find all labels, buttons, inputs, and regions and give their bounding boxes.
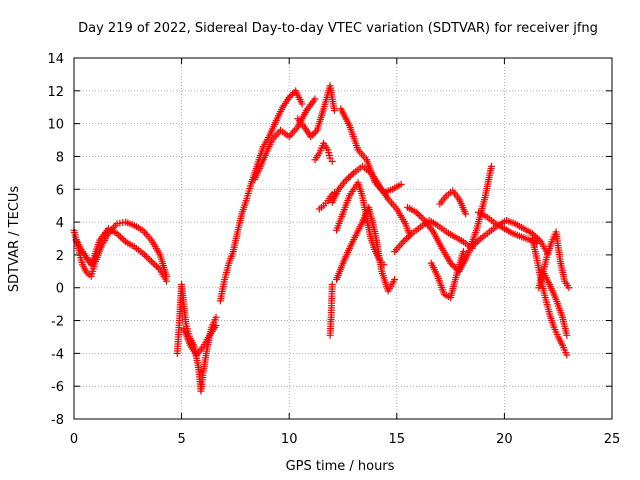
data-point: [212, 321, 220, 329]
ticks-layer: 0 5 10 15 20 25 -8 -6 -4 -2 0 2 4 6 8 10 12 14: [47, 52, 620, 447]
y-axis-title: SDTVAR / TECUs: [7, 186, 22, 293]
data-point: [473, 238, 481, 246]
data-point: [346, 172, 354, 180]
data-point: [468, 243, 476, 251]
data-point: [448, 261, 456, 269]
data-point: [139, 249, 147, 257]
data-point: [153, 262, 161, 270]
y-tick-label: -4: [51, 347, 64, 362]
data-point: [487, 162, 495, 170]
data-point: [417, 213, 425, 221]
data-point: [310, 129, 318, 137]
data-point: [530, 231, 538, 239]
data-point: [142, 253, 150, 261]
data-point: [113, 230, 121, 238]
data-point: [141, 251, 149, 259]
data-point: [397, 180, 405, 188]
y-tick-label: -8: [51, 413, 64, 428]
data-point: [328, 157, 336, 165]
data-point: [147, 257, 155, 265]
data-point: [287, 92, 295, 100]
data-point: [312, 128, 320, 136]
data-point: [412, 208, 420, 216]
data-point: [307, 133, 315, 141]
data-point: [447, 259, 455, 267]
x-tick-label: 5: [177, 432, 185, 447]
grid-layer: [74, 58, 612, 419]
y-tick-label: 12: [47, 85, 64, 100]
y-tick-label: -2: [51, 315, 64, 330]
y-tick-label: 14: [47, 52, 64, 67]
x-tick-label: 0: [70, 432, 78, 447]
data-point: [563, 351, 571, 359]
chart-title: Day 219 of 2022, Sidereal Day-to-day VTE…: [78, 21, 598, 36]
x-tick-label: 25: [604, 432, 621, 447]
data-point: [475, 236, 483, 244]
y-tick-label: -6: [51, 380, 64, 395]
data-point: [391, 276, 399, 284]
data-point: [149, 259, 157, 267]
data-point: [565, 284, 573, 292]
data-point: [115, 231, 123, 239]
data-point: [311, 95, 319, 103]
data-point: [348, 171, 356, 179]
data-point: [308, 131, 316, 139]
data-point: [285, 93, 293, 101]
data-point: [144, 254, 152, 262]
data-point: [401, 236, 409, 244]
data-point: [341, 177, 349, 185]
y-tick-label: 10: [47, 118, 64, 133]
y-tick-label: 2: [56, 249, 64, 264]
data-point: [298, 100, 306, 108]
x-axis-title: GPS time / hours: [286, 459, 395, 474]
y-tick-label: 4: [56, 216, 64, 231]
x-tick-label: 20: [496, 432, 513, 447]
x-tick-label: 10: [281, 432, 298, 447]
data-point: [403, 235, 411, 242]
x-tick-label: 15: [389, 432, 406, 447]
data-point: [563, 331, 571, 339]
y-tick-label: 6: [56, 183, 64, 198]
data-point: [330, 107, 338, 115]
data-point: [151, 261, 159, 269]
data-point: [345, 174, 353, 182]
data-points-layer: [70, 82, 573, 395]
data-point: [416, 212, 424, 220]
data-point: [460, 248, 468, 256]
data-point: [163, 277, 171, 285]
data-point: [419, 215, 427, 223]
data-point: [118, 235, 126, 242]
data-point: [288, 90, 296, 98]
data-point: [470, 241, 478, 249]
data-point: [146, 256, 154, 264]
data-point: [399, 238, 407, 246]
data-point: [404, 233, 412, 241]
data-point: [116, 233, 124, 241]
data-point: [462, 210, 470, 218]
plot-frame: [73, 57, 613, 420]
data-point: [120, 236, 128, 244]
data-point: [328, 280, 336, 288]
data-point: [532, 233, 540, 241]
data-point: [406, 231, 414, 239]
y-tick-label: 0: [56, 282, 64, 297]
data-point: [154, 264, 162, 272]
data-point: [414, 210, 422, 218]
y-tick-label: 8: [56, 150, 64, 165]
data-point: [212, 313, 220, 321]
data-point: [343, 175, 351, 183]
data-point: [472, 239, 480, 247]
